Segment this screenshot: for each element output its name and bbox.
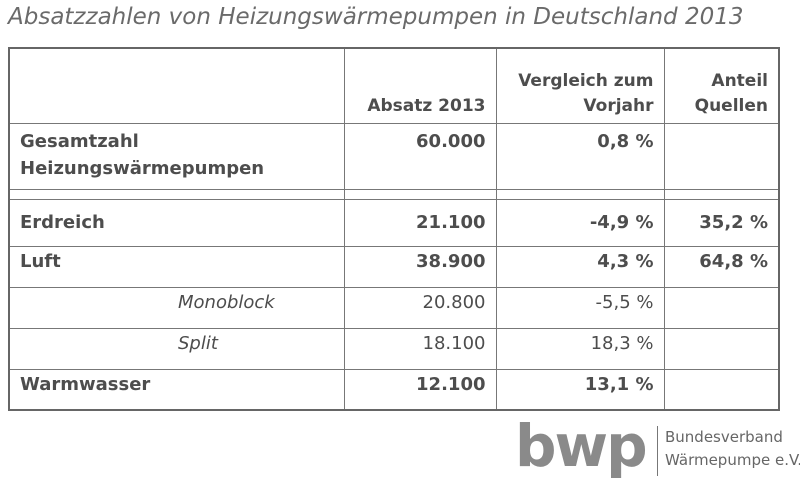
header-cell [8, 47, 345, 124]
value-cell-text: 4,3 % [597, 250, 654, 272]
row-label: Split [8, 327, 345, 370]
header-cell: Anteil Quellen [663, 47, 780, 124]
row-label: Warmwasser [8, 368, 345, 411]
separator-row [8, 188, 780, 200]
value-cell [663, 286, 780, 329]
value-cell: 18.100 [343, 327, 497, 370]
value-cell: 21.100 [343, 198, 497, 247]
value-cell-text: 12.100 [416, 373, 486, 395]
logo-line: Bundesverband [665, 428, 783, 446]
logo-line: Wärmepumpe e.V. [665, 451, 800, 469]
value-cell: -4,9 % [495, 198, 665, 247]
row-label: Monoblock [8, 286, 345, 329]
data-row: Erdreich 21.100 -4,9 % 35,2 % [8, 198, 780, 247]
logo-mark: bwp [515, 412, 648, 480]
value-cell: 64,8 % [663, 245, 780, 288]
data-row: Split 18.100 18,3 % [8, 327, 780, 370]
logo-divider [657, 426, 658, 476]
data-row: Luft 38.900 4,3 % 64,8 % [8, 245, 780, 288]
value-cell-text: -5,5 % [595, 291, 654, 313]
value-cell: 0,8 % [495, 122, 665, 190]
separator-cell [343, 188, 497, 200]
value-cell [663, 368, 780, 411]
row-label: Erdreich [8, 198, 345, 247]
value-cell-text: 0,8 % [597, 130, 654, 152]
row-label: Gesamtzahl Heizungswärmepumpen [8, 122, 345, 190]
row-label-text: Monoblock [178, 291, 275, 313]
header-cell-text: Anteil Quellen [694, 71, 768, 116]
header-cell-text: Absatz 2013 [367, 95, 486, 116]
data-row: Monoblock 20.800 -5,5 % [8, 286, 780, 329]
value-cell-text: 60.000 [416, 130, 486, 152]
header-cell: Vergleich zum Vorjahr [495, 47, 665, 124]
data-row: Gesamtzahl Heizungswärmepumpen 60.000 0,8 … [8, 122, 780, 190]
value-cell-text: 35,2 % [699, 211, 768, 233]
separator-cell [8, 188, 345, 200]
value-cell: 13,1 % [495, 368, 665, 411]
row-label: Luft [8, 245, 345, 288]
header-cell-text: Vergleich zum Vorjahr [518, 71, 654, 116]
value-cell: 38.900 [343, 245, 497, 288]
value-cell: 35,2 % [663, 198, 780, 247]
value-cell-text: 64,8 % [699, 250, 768, 272]
value-cell: 18,3 % [495, 327, 665, 370]
value-cell-text: 18.100 [422, 332, 486, 354]
header-cell: Absatz 2013 [343, 47, 497, 124]
value-cell: 20.800 [343, 286, 497, 329]
row-label-text: Luft [20, 250, 61, 272]
separator-cell [663, 188, 780, 200]
title: Absatzzahlen von Heizungswärmepumpen in … [8, 4, 744, 30]
value-cell: 60.000 [343, 122, 497, 190]
row-label-text: Split [178, 332, 218, 354]
value-cell-text: 13,1 % [584, 373, 654, 395]
separator-cell [495, 188, 665, 200]
value-cell-text: -4,9 % [589, 211, 654, 233]
value-cell [663, 122, 780, 190]
row-label-text: Warmwasser [20, 373, 151, 395]
data-row: Warmwasser 12.100 13,1 % [8, 368, 780, 411]
header-row: Absatz 2013 Vergleich zum Vorjahr Anteil Q… [8, 47, 780, 124]
value-cell: 4,3 % [495, 245, 665, 288]
sales-table: Absatz 2013 Vergleich zum Vorjahr Anteil Q… [8, 47, 780, 411]
logo-text: Bundesverband Wärmepumpe e.V. [665, 426, 800, 472]
value-cell-text: 18,3 % [590, 332, 654, 354]
value-cell-text: 20.800 [422, 291, 486, 313]
value-cell-text: 21.100 [416, 211, 486, 233]
value-cell: -5,5 % [495, 286, 665, 329]
value-cell-text: 38.900 [416, 250, 486, 272]
value-cell [663, 327, 780, 370]
row-label-text: Gesamtzahl Heizungswärmepumpen [20, 130, 265, 179]
row-label-text: Erdreich [20, 211, 105, 233]
value-cell: 12.100 [343, 368, 497, 411]
